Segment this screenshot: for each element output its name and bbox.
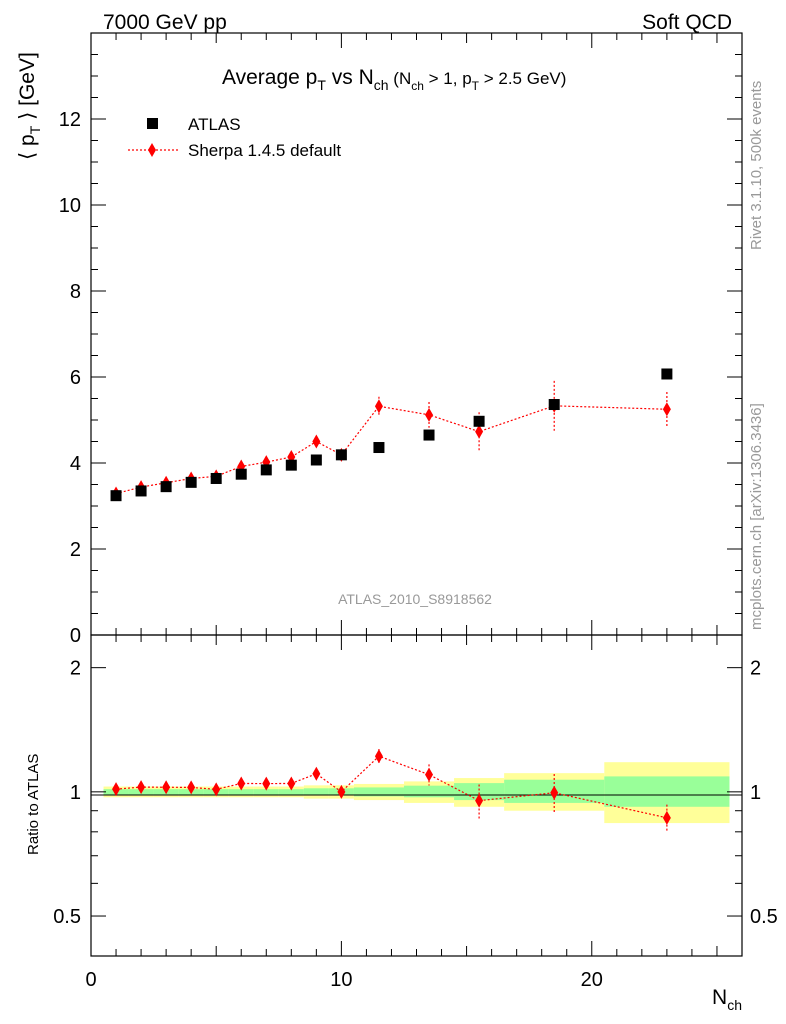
ratio-sherpa-point <box>112 782 121 797</box>
ratio-band-inner <box>604 776 730 807</box>
bottom-frame <box>90 634 743 957</box>
header-left: 7000 GeV pp <box>103 11 227 34</box>
atlas-point <box>210 472 222 484</box>
atlas-point <box>285 459 297 471</box>
ratio-y-tick-label: 0.5 <box>53 906 81 928</box>
ratio-band-inner <box>278 789 304 795</box>
y-tick-label: 10 <box>59 195 81 217</box>
legend-atlas-label: ATLAS <box>188 115 241 134</box>
sherpa-point <box>662 402 671 417</box>
legend-sherpa-label: Sherpa 1.4.5 default <box>188 141 341 160</box>
y-tick-label: 4 <box>70 453 81 475</box>
atlas-point <box>473 415 485 427</box>
ratio-sherpa-point <box>425 767 434 782</box>
mcplots-label: mcplots.cern.ch [arXiv:1306.3436] <box>748 403 765 630</box>
legend: ATLAS Sherpa 1.4.5 default <box>128 115 341 160</box>
ratio-sherpa-point <box>374 749 383 764</box>
sherpa-point <box>374 399 383 414</box>
x-tick-label: 20 <box>581 969 603 991</box>
y-tick-label: 0 <box>70 625 81 647</box>
rivet-label: Rivet 3.1.10, 500k events <box>748 81 765 250</box>
y-axis-label: ⟨ pT ⟩ [GeV] <box>16 52 43 160</box>
ratio-sherpa-point <box>550 785 559 800</box>
main-plot: 0 2 4 6 8 10 12 Average pT vs Nch (Nch > 1, pT… <box>16 32 743 647</box>
atlas-point <box>335 449 347 461</box>
sherpa-line <box>115 405 667 495</box>
ratio-band-inner <box>253 789 279 795</box>
ratio-y-tick-label-right: 1 <box>750 782 761 804</box>
atlas-point <box>423 429 435 441</box>
atlas-point <box>110 490 122 502</box>
sherpa-point <box>425 407 434 422</box>
atlas-point <box>185 476 197 488</box>
ratio-band-inner <box>228 789 254 795</box>
ratio-sherpa-point <box>137 780 146 795</box>
x-tick-label: 10 <box>330 969 352 991</box>
ratio-band-inner <box>454 783 505 801</box>
ratio-y-tick-label-right: 0.5 <box>750 906 778 928</box>
sherpa-point <box>312 434 321 449</box>
atlas-point <box>310 454 322 466</box>
atlas-point <box>235 468 247 480</box>
ratio-y-tick-label: 2 <box>70 658 81 680</box>
atlas-point <box>373 442 385 454</box>
ratio-y-label: Ratio to ATLAS <box>25 754 42 855</box>
ratio-sherpa-point <box>287 776 296 791</box>
y-tick-label: 12 <box>59 109 81 131</box>
ratio-sherpa-point <box>162 780 171 795</box>
ratio-sherpa-point <box>262 776 271 791</box>
atlas-point <box>160 481 172 493</box>
ratio-sherpa-point <box>212 782 221 797</box>
legend-sherpa-marker <box>148 143 156 157</box>
x-tick-label: 0 <box>85 969 96 991</box>
y-tick-label: 8 <box>70 281 81 303</box>
ratio-sherpa-point <box>662 810 671 825</box>
ratio-plot: 0.5 0.51 12 20 10 20 Ratio to ATLAS Nch <box>25 634 778 1013</box>
atlas-point <box>135 485 147 497</box>
header-right: Soft QCD <box>642 11 732 34</box>
watermark: ATLAS_2010_S8918562 <box>338 591 492 607</box>
ratio-band-inner <box>353 787 404 797</box>
chart-title: Average pT vs Nch (Nch > 1, pT > 2.5 GeV… <box>222 66 566 93</box>
atlas-point <box>548 399 560 411</box>
atlas-point <box>260 464 272 476</box>
ratio-sherpa-point <box>475 793 484 808</box>
y-tick-label: 6 <box>70 367 81 389</box>
ratio-band-inner <box>403 785 455 798</box>
y-tick-label: 2 <box>70 539 81 561</box>
ratio-y-tick-label: 1 <box>70 782 81 804</box>
ratio-band-inner <box>303 788 329 796</box>
sherpa-point <box>475 424 484 439</box>
x-axis-label: Nch <box>712 986 742 1013</box>
ratio-sherpa-point <box>337 784 346 799</box>
ratio-sherpa-point <box>187 780 196 795</box>
atlas-point <box>661 368 673 380</box>
ratio-sherpa-point <box>312 766 321 781</box>
legend-atlas-marker <box>147 118 158 129</box>
ratio-y-tick-label-right: 2 <box>750 658 761 680</box>
ratio-sherpa-point <box>237 776 246 791</box>
